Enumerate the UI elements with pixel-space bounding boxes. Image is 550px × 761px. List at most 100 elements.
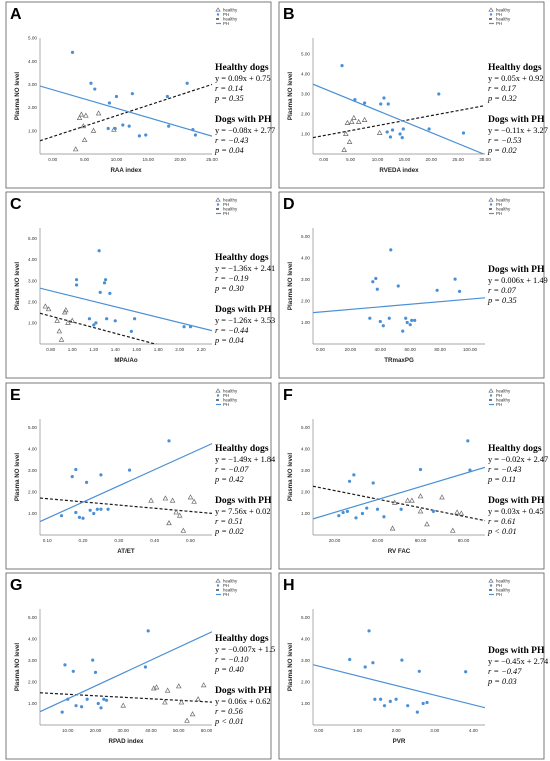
annotation-heading: Healthy dogs xyxy=(215,252,269,263)
annotation-line: y = −1.36x + 2.41 xyxy=(215,264,275,273)
legend-ph-line-label: PH xyxy=(496,592,502,597)
ph-point xyxy=(70,50,75,54)
ph-point xyxy=(408,323,412,327)
panel-frame xyxy=(278,572,545,760)
x-tick-label: 20.00 xyxy=(345,347,357,352)
ph-point xyxy=(379,102,383,106)
legend-ph-marker xyxy=(489,203,493,206)
legend-healthy-line-label: healthy xyxy=(223,588,238,593)
y-tick-label: 1.00 xyxy=(301,511,310,516)
ph-point xyxy=(182,325,186,329)
legend-healthy-line-label: healthy xyxy=(223,207,238,212)
ph-point xyxy=(63,663,67,667)
annotation-line: r = −0.43 xyxy=(488,465,521,474)
ph-point xyxy=(368,316,372,320)
y-tick-label: 5.00 xyxy=(301,425,310,430)
ph-point xyxy=(466,439,470,443)
ph-point xyxy=(400,136,404,140)
healthy-point xyxy=(169,497,176,503)
healthy-point xyxy=(458,510,465,516)
ph-point xyxy=(70,474,74,479)
panel-frame xyxy=(5,382,272,570)
y-tick-label: 1.00 xyxy=(28,321,37,326)
x-axis-label: PVR xyxy=(393,738,406,745)
panel-frame xyxy=(278,382,545,570)
ph-point xyxy=(143,665,148,669)
annotation-line: p = 0.30 xyxy=(214,284,244,293)
healthy-point xyxy=(178,699,185,705)
ph-point xyxy=(97,249,101,253)
annotation-line: y = −0.007x + 1.5 xyxy=(215,645,275,654)
ph-point xyxy=(85,697,89,701)
y-tick-label: 3.00 xyxy=(28,278,37,283)
ph-point xyxy=(388,699,392,703)
x-tick-label: 0.40 xyxy=(150,538,159,543)
ph-point xyxy=(99,507,103,511)
ph-point xyxy=(74,283,79,287)
annotation-line: r = 0.07 xyxy=(488,286,517,295)
ph-point xyxy=(464,670,468,674)
healthy-point xyxy=(83,112,89,118)
ph-point xyxy=(102,281,107,285)
y-tick-label: 2.00 xyxy=(28,490,37,495)
ph-point xyxy=(127,468,132,472)
ph-point xyxy=(382,704,387,708)
ph-point xyxy=(127,124,131,128)
ph-point xyxy=(66,697,70,701)
y-tick-label: 3.00 xyxy=(301,468,310,473)
y-tick-label: 1.00 xyxy=(301,701,310,706)
x-tick-label: 80.00 xyxy=(458,538,470,543)
annotation-line: r = −0.44 xyxy=(215,326,248,335)
annotation-line: r = −0.43 xyxy=(215,136,248,145)
panel-e: E 0.10 0.20 0.30 0.40 0.50 1.00 2.00 3.00 4.00 5.0… xyxy=(5,382,276,570)
healthy-point xyxy=(449,527,456,533)
annotation-heading: Healthy dogs xyxy=(215,62,269,73)
ph-point xyxy=(84,480,89,484)
ph-point xyxy=(401,329,405,333)
ph-point xyxy=(371,280,375,284)
ph-point xyxy=(146,629,150,633)
ph-point xyxy=(99,473,103,477)
ph-point xyxy=(373,697,377,701)
annotation-line: p = 0.11 xyxy=(487,475,516,484)
ph-point xyxy=(113,126,117,131)
legend-healthy-label: healthy xyxy=(496,197,511,202)
fit-line-ph xyxy=(40,287,212,332)
healthy-point xyxy=(42,303,49,309)
y-tick-label: 3.00 xyxy=(301,277,310,282)
ph-point xyxy=(133,317,137,321)
fit-lines xyxy=(313,466,485,522)
x-tick-label: 0.20 xyxy=(79,538,88,543)
legend-healthy-line-label: healthy xyxy=(223,17,238,22)
y-tick-label: 3.00 xyxy=(301,92,310,97)
ph-point xyxy=(367,629,371,633)
healthy-point xyxy=(404,497,411,503)
legend-ph-label: PH xyxy=(496,583,502,588)
ph-point xyxy=(365,506,369,510)
ph-point xyxy=(121,123,125,127)
ph-point xyxy=(114,94,119,99)
annotation-heading: Dogs with PH xyxy=(215,685,272,696)
annotation-line: p = 0.35 xyxy=(214,94,244,103)
ph-point xyxy=(95,507,99,511)
ph-point xyxy=(341,510,345,515)
y-tick-label: 4.00 xyxy=(301,72,310,77)
fit-lines xyxy=(40,443,212,523)
x-tick-label: 15.00 xyxy=(143,157,155,162)
ph-point xyxy=(399,507,403,511)
ph-point xyxy=(193,133,198,137)
x-tick-label: 20.00 xyxy=(90,728,102,733)
y-tick-label: 1.00 xyxy=(301,320,310,325)
y-tick-label: 5.00 xyxy=(28,425,37,430)
x-axis-label: MPA/Ao xyxy=(114,357,137,364)
healthy-point xyxy=(417,508,424,514)
healthy-point xyxy=(376,129,383,135)
legend-healthy-line-label: healthy xyxy=(496,207,511,212)
y-axis-label: Plasma NO level xyxy=(14,72,21,120)
annotation-line: y = 0.006x + 1.49 xyxy=(488,276,548,285)
legend-ph-marker xyxy=(489,394,493,397)
legend-healthy-marker xyxy=(488,7,494,12)
ph-point xyxy=(401,127,405,131)
ph-point xyxy=(406,704,410,708)
panel-letter: F xyxy=(283,387,293,404)
